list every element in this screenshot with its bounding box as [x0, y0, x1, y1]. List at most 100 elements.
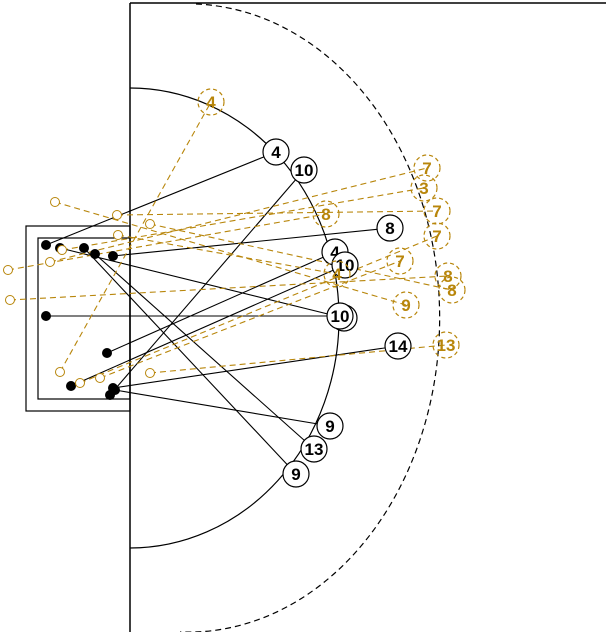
- incomplete-pass-line: [149, 223, 453, 291]
- incomplete-pass-target-marker: 7: [423, 222, 451, 250]
- incomplete-pass-origin-dot: [50, 197, 60, 207]
- incomplete-pass-origin-dot: [145, 368, 155, 378]
- completed-pass-line: [106, 251, 336, 354]
- completed-pass-target-marker: 9: [282, 460, 310, 488]
- completed-pass-line: [94, 253, 315, 450]
- passes-layer: 49810410149139104738777889134: [3, 88, 466, 488]
- completed-pass-target-circle: [316, 412, 344, 440]
- incomplete-pass-line: [79, 235, 438, 384]
- pass-lines: [7, 101, 453, 475]
- incomplete-pass-player-number: 7: [432, 202, 441, 221]
- completed-pass-target-marker: 13: [300, 435, 328, 463]
- incomplete-pass-target-circle: [410, 174, 438, 202]
- incomplete-pass-target-circle: [413, 154, 441, 182]
- incomplete-pass-line: [61, 187, 425, 251]
- incomplete-pass-target-marker: 3: [410, 174, 438, 202]
- pass-origins: [3, 197, 155, 400]
- incomplete-pass-target-circle: [423, 197, 451, 225]
- completed-pass-target-circle: [282, 460, 310, 488]
- completed-pass-origin-dot: [102, 348, 112, 358]
- completed-pass-target-marker: 10: [326, 302, 354, 330]
- incomplete-pass-target-marker: 8: [438, 276, 466, 304]
- incomplete-pass-target-marker: 8: [434, 262, 462, 290]
- completed-pass-origin-dot: [90, 249, 100, 259]
- completed-pass-line: [70, 264, 346, 387]
- completed-pass-target-circle: [290, 156, 318, 184]
- incomplete-pass-target-marker: 7: [413, 154, 441, 182]
- completed-pass-target-circle: [376, 214, 404, 242]
- completed-pass-player-number: 4: [330, 243, 340, 262]
- completed-pass-target-circle: [384, 332, 412, 360]
- incomplete-pass-player-number: 8: [321, 205, 330, 224]
- incomplete-pass-player-number: 9: [401, 296, 410, 315]
- incomplete-pass-line: [9, 275, 449, 301]
- nine-meter-arc: [180, 3, 441, 632]
- completed-pass-origin-dot: [79, 243, 89, 253]
- completed-pass-target-marker: 10: [290, 156, 318, 184]
- incomplete-pass-line: [49, 167, 428, 263]
- incomplete-pass-target-circle: [323, 260, 351, 288]
- incomplete-pass-player-number: 8: [443, 267, 452, 286]
- completed-pass-player-number: 10: [295, 161, 314, 180]
- incomplete-pass-target-marker: 9: [392, 291, 420, 319]
- completed-pass-target-marker: 8: [376, 214, 404, 242]
- completed-pass-origin-dot: [41, 240, 51, 250]
- completed-pass-origin-dot: [66, 381, 76, 391]
- completed-pass-player-number: 13: [305, 440, 324, 459]
- completed-pass-line: [112, 227, 391, 257]
- completed-pass-target-marker: 10: [331, 251, 359, 279]
- completed-pass-player-number: 9: [325, 417, 334, 436]
- incomplete-pass-target-marker: 13: [432, 331, 460, 359]
- incomplete-pass-target-circle: [386, 247, 414, 275]
- incomplete-pass-target-marker: 4: [323, 260, 351, 288]
- goal-inner-box: [37, 237, 131, 400]
- incomplete-pass-player-number: 7: [432, 227, 441, 246]
- incomplete-pass-player-number: 8: [447, 281, 456, 300]
- incomplete-pass-origin-dot: [45, 257, 55, 267]
- completed-pass-player-number: 10: [331, 307, 350, 326]
- incomplete-pass-line: [99, 260, 401, 379]
- incomplete-pass-line: [7, 213, 327, 271]
- completed-pass-player-number: 14: [389, 337, 408, 356]
- incomplete-pass-line: [116, 210, 438, 216]
- incomplete-pass-target-marker: 4: [197, 88, 225, 116]
- completed-pass-target-marker: 14: [384, 332, 412, 360]
- completed-pass-line: [112, 345, 399, 389]
- incomplete-pass-target-circle: [434, 262, 462, 290]
- completed-pass-line: [109, 169, 305, 396]
- completed-pass-player-number: 8: [385, 219, 394, 238]
- completed-pass-target-circle: [326, 302, 354, 330]
- incomplete-pass-origin-dot: [55, 367, 65, 377]
- incomplete-pass-target-marker: 7: [423, 197, 451, 225]
- completed-pass-line: [59, 247, 345, 319]
- completed-pass-player-number: 4: [271, 143, 281, 162]
- completed-pass-origin-dot: [108, 251, 118, 261]
- incomplete-pass-origin-dot: [95, 373, 105, 383]
- incomplete-pass-player-number: 4: [206, 93, 216, 112]
- completed-pass-target-circle: [262, 138, 290, 166]
- pass-targets: 49810410149139104738777889134: [197, 88, 466, 488]
- completed-pass-line: [45, 151, 277, 246]
- incomplete-pass-origin-dot: [113, 230, 123, 240]
- incomplete-pass-player-number: 7: [395, 252, 404, 271]
- incomplete-pass-origin-dot: [75, 378, 85, 388]
- incomplete-pass-target-circle: [197, 88, 225, 116]
- completed-pass-target-marker: 9: [316, 412, 344, 440]
- incomplete-pass-player-number: 7: [422, 159, 431, 178]
- completed-pass-target-circle: [331, 251, 359, 279]
- incomplete-pass-origin-dot: [57, 245, 67, 255]
- incomplete-pass-player-number: 3: [419, 179, 428, 198]
- incomplete-pass-line: [54, 201, 407, 306]
- incomplete-pass-target-marker: 7: [386, 247, 414, 275]
- incomplete-pass-target-circle: [392, 291, 420, 319]
- incomplete-pass-target-circle: [423, 222, 451, 250]
- completed-pass-origin-dot: [41, 311, 51, 321]
- completed-pass-origin-dot: [105, 390, 115, 400]
- incomplete-pass-target-circle: [432, 331, 460, 359]
- incomplete-pass-player-number: 4: [332, 265, 342, 284]
- incomplete-pass-origin-dot: [3, 265, 13, 275]
- incomplete-pass-line: [117, 234, 338, 275]
- incomplete-pass-target-circle: [312, 200, 340, 228]
- incomplete-pass-player-number: 13: [437, 336, 456, 355]
